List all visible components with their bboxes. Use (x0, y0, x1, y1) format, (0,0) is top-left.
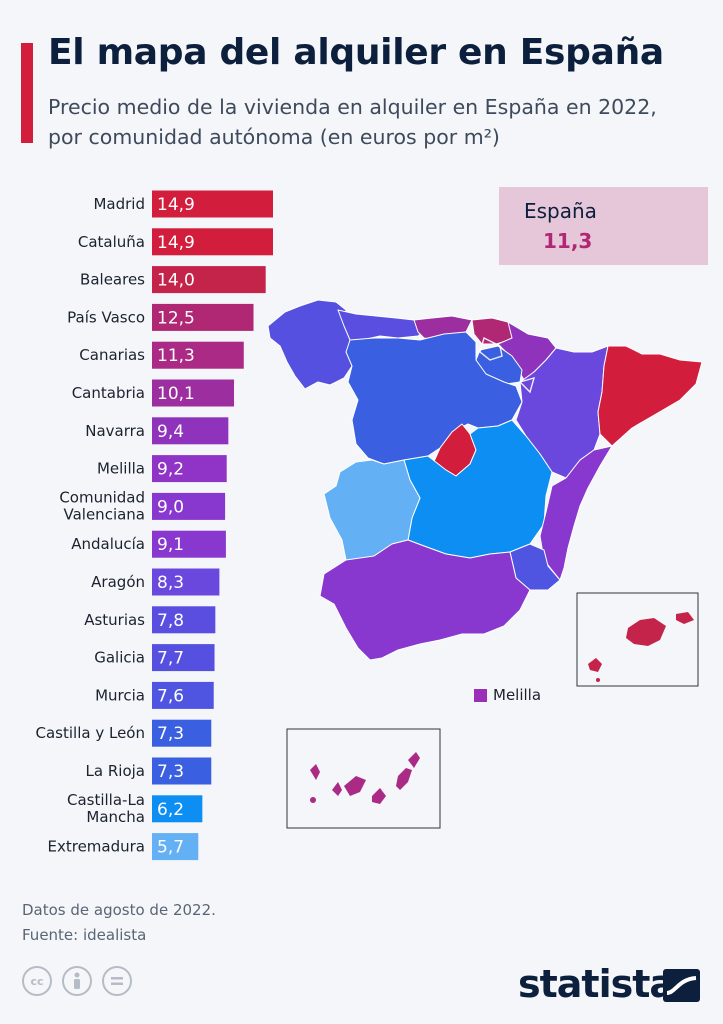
map-legend: Melilla (474, 686, 541, 704)
bar (152, 606, 216, 634)
bar (152, 417, 229, 445)
statista-logo[interactable]: statista (518, 962, 675, 1006)
bar-value-label: 9,0 (157, 497, 184, 517)
bar (152, 303, 254, 331)
national-average-value: 11,3 (543, 229, 593, 253)
bar-value-label: 6,2 (157, 800, 184, 820)
category-label: Castilla-La Mancha (67, 791, 145, 826)
category-label: Cantabria (72, 384, 145, 402)
category-label: Asturias (84, 611, 145, 629)
bar-value-label: 11,3 (157, 346, 195, 366)
category-label: Madrid (93, 195, 145, 213)
bar-value-label: 12,5 (157, 308, 195, 328)
baleares-inset-frame (576, 592, 699, 687)
cc-icon[interactable]: cc (22, 966, 52, 996)
bar-value-label: 7,3 (157, 724, 184, 744)
category-label: País Vasco (67, 308, 145, 326)
bar-value-label: 7,8 (157, 611, 184, 631)
statista-logo-icon (663, 969, 700, 1002)
subtitle-line-2: por comunidad autónoma (en euros por m²) (48, 125, 500, 149)
page-subtitle: Precio medio de la vivienda en alquiler … (48, 92, 708, 152)
region-detail-lines (479, 336, 503, 361)
legend-label: Melilla (493, 686, 542, 704)
category-label: Baleares (80, 271, 145, 289)
category-label: Comunidad Valenciana (59, 488, 145, 523)
bar-value-label: 7,6 (157, 686, 184, 706)
melilla-swatch (474, 688, 487, 702)
baleares-islands (588, 612, 694, 682)
bar (152, 644, 215, 672)
bar-value-label: 5,7 (157, 838, 184, 858)
bar (152, 568, 220, 596)
bar-value-label: 9,1 (157, 535, 184, 555)
subtitle-line-1: Precio medio de la vivienda en alquiler … (48, 95, 657, 119)
page-title: El mapa del alquiler en España (48, 32, 664, 73)
cc-icon-text: cc (30, 974, 44, 988)
source-note: Fuente: idealista (22, 926, 147, 944)
bar (152, 228, 273, 256)
bar (152, 492, 226, 520)
category-label: Canarias (79, 346, 145, 364)
bar-value-label: 7,3 (157, 762, 184, 782)
bar-value-label: 9,2 (157, 460, 184, 480)
canarias-inset-frame (286, 728, 441, 829)
region-andalucia (319, 539, 531, 661)
bar (152, 795, 203, 823)
category-label: Extremadura (48, 838, 146, 856)
category-label: La Rioja (86, 762, 145, 780)
bar (152, 190, 273, 218)
bar (152, 266, 266, 294)
bar-chart: 14,9 Madrid 14,9 Cataluña 14,0 Baleares 12,5 Pa… (36, 190, 273, 861)
bar (152, 530, 226, 558)
license-icons: cc (22, 966, 132, 996)
bar-value-label: 9,4 (157, 422, 184, 442)
category-label: Galicia (94, 649, 145, 667)
bar-value-label: 8,3 (157, 573, 184, 593)
bar-value-label: 14,9 (157, 233, 195, 253)
category-label: Andalucía (71, 535, 145, 553)
title-accent-bar (21, 43, 33, 143)
bar (152, 455, 227, 483)
bar-value-label: 14,9 (157, 195, 195, 215)
bar (152, 833, 199, 861)
footer: Datos de agosto de 2022. Fuente: idealis… (22, 898, 216, 948)
bar (152, 681, 214, 709)
bar (152, 341, 244, 369)
category-label: Murcia (95, 686, 145, 704)
region-cataluna (597, 345, 703, 447)
category-label: Cataluña (78, 233, 145, 251)
category-label: Castilla y León (36, 724, 145, 742)
bar-value-label: 7,7 (157, 649, 184, 669)
attribution-icon[interactable] (62, 966, 92, 996)
bar-value-label: 10,1 (157, 384, 195, 404)
no-derivatives-icon[interactable] (102, 966, 132, 996)
national-average-box: España 11,3 (499, 187, 708, 265)
category-label: Aragón (91, 573, 145, 591)
data-date-note: Datos de agosto de 2022. (22, 901, 216, 919)
national-average-label: España (524, 199, 597, 223)
category-label: Melilla (97, 460, 145, 478)
category-label: Navarra (85, 422, 145, 440)
bar-value-label: 14,0 (157, 271, 195, 291)
region-detail-lines-2 (518, 376, 536, 394)
bar (152, 719, 212, 747)
bar (152, 379, 235, 407)
region-asturias (337, 309, 429, 341)
canarias-islands (310, 752, 420, 804)
bar (152, 757, 212, 785)
